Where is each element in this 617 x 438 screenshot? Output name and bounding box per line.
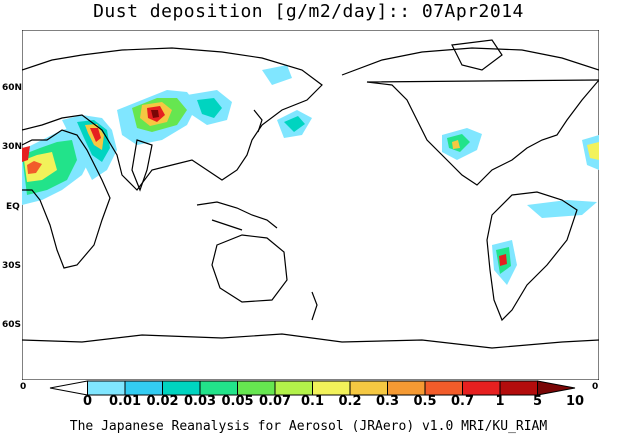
colorbar-labels: 0 0.01 0.02 0.03 0.05 0.07 0.1 0.2 0.3 0.5 0.7 1 5 10 xyxy=(0,394,617,414)
world-map xyxy=(22,30,599,380)
colorbar-tick-label: 0.7 xyxy=(450,394,475,409)
colorbar-tick-label: 10 xyxy=(565,394,585,409)
colorbar-tick-label: 0.01 xyxy=(108,394,142,409)
colorbar-cell-11 xyxy=(462,380,501,396)
colorbar-tick-label: 0.03 xyxy=(183,394,217,409)
lat-label-30n: 30N xyxy=(2,142,23,152)
colorbar-tick-label: 0.07 xyxy=(258,394,292,409)
colorbar-tick-label: 0.1 xyxy=(300,394,325,409)
colorbar-tick-label: 0.5 xyxy=(413,394,437,409)
lat-label-60s: 60S xyxy=(2,320,22,330)
colorbar-cell-9 xyxy=(387,380,426,396)
colorbar-edge-left: 0 xyxy=(20,382,27,392)
colorbar xyxy=(49,380,576,396)
colorbar-tick-label: 0.02 xyxy=(146,394,179,409)
dust-field xyxy=(22,65,599,285)
colorbar-cell-3 xyxy=(162,380,201,396)
colorbar-cell-1 xyxy=(87,380,126,396)
colorbar-tick-label: 0 xyxy=(82,394,93,409)
colorbar-cell-0 xyxy=(49,380,88,396)
colorbar-tick-label: 0.3 xyxy=(375,394,400,409)
map-canvas xyxy=(22,30,599,380)
colorbar-tick-label: 1 xyxy=(495,394,505,409)
colorbar-tick-label: 5 xyxy=(532,394,543,409)
lat-label-eq: EQ xyxy=(6,202,20,212)
colorbar-cell-7 xyxy=(312,380,351,396)
colorbar-tick-label: 0.2 xyxy=(338,394,362,409)
map-title: Dust deposition [g/m2/day]:: 07Apr2014 xyxy=(93,1,524,22)
colorbar-cell-8 xyxy=(349,380,388,396)
colorbar-cell-12 xyxy=(499,380,538,396)
colorbar-cell-2 xyxy=(124,380,163,396)
colorbar-cell-10 xyxy=(424,380,463,396)
colorbar-edge-right: 0 xyxy=(592,382,599,392)
colorbar-cell-4 xyxy=(199,380,238,396)
coastlines xyxy=(22,39,599,349)
colorbar-cell-13 xyxy=(537,380,576,396)
colorbar-tick-label: 0.05 xyxy=(221,394,254,409)
lat-label-60n: 60N xyxy=(2,83,23,93)
colorbar-cell-5 xyxy=(237,380,276,396)
colorbar-cell-6 xyxy=(274,380,313,396)
footer-credit: The Japanese Reanalysis for Aerosol (JRA… xyxy=(69,419,548,434)
lat-label-30s: 30S xyxy=(2,261,22,271)
